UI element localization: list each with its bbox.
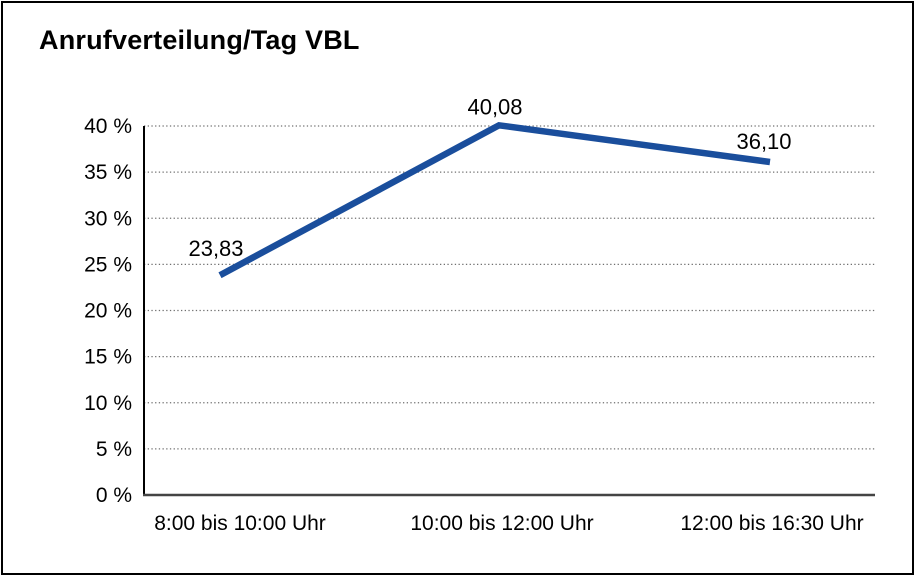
data-point-label: 36,10 [736, 129, 791, 154]
y-tick-label: 30 % [84, 207, 132, 230]
y-tick-label: 5 % [96, 438, 132, 461]
line-chart: 0 % 5 % 10 % 15 % 20 % 25 % 30 % 35 % 40 % 8:00 b… [84, 94, 875, 535]
y-tick-label: 40 % [84, 115, 132, 138]
y-tick-label: 25 % [84, 253, 132, 276]
data-point-label: 40,08 [467, 94, 522, 119]
y-tick-label: 35 % [84, 161, 132, 184]
x-category-label: 8:00 bis 10:00 Uhr [154, 512, 326, 535]
chart-title: Anrufverteilung/Tag VBL [39, 25, 360, 55]
x-category-label: 12:00 bis 16:30 Uhr [680, 512, 863, 535]
y-tick-label: 0 % [96, 484, 132, 507]
data-line [218, 121, 771, 279]
y-tick-label: 15 % [84, 346, 132, 369]
data-point-label: 23,83 [188, 236, 243, 261]
y-tick-label: 20 % [84, 300, 132, 323]
y-tick-label: 10 % [84, 392, 132, 415]
x-category-label: 10:00 bis 12:00 Uhr [410, 512, 593, 535]
